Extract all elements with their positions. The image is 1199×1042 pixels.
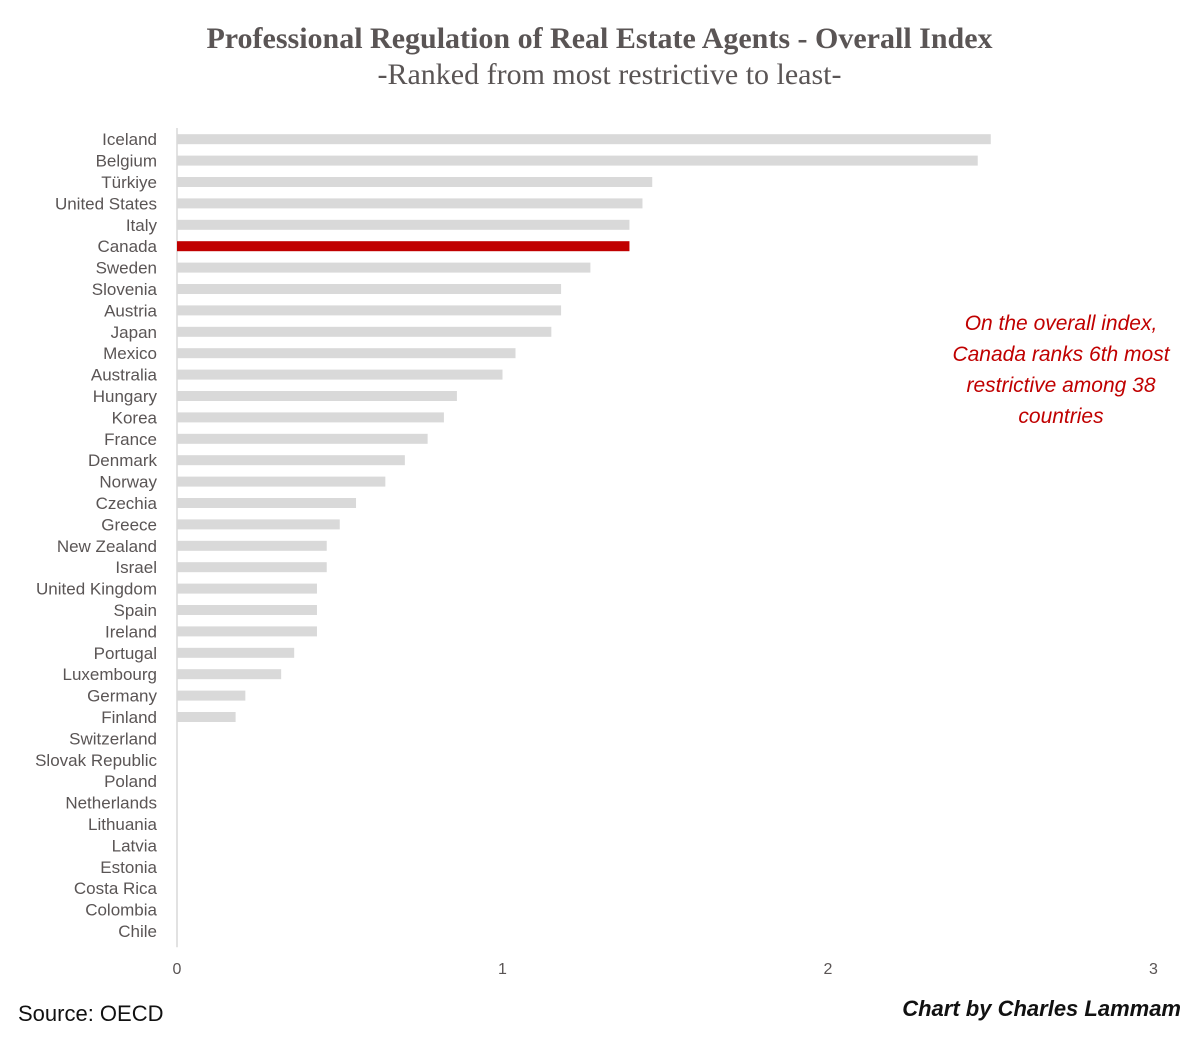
category-label-belgium: Belgium [96,152,157,171]
category-label-iceland: Iceland [102,130,157,149]
category-label-israel: Israel [115,558,157,577]
category-label-lithuania: Lithuania [88,815,158,834]
bar-norway [177,476,386,487]
bar-luxembourg [177,669,282,680]
category-label-netherlands: Netherlands [65,794,157,813]
category-label-japan: Japan [111,323,157,342]
x-tick-label-3: 3 [1149,961,1158,978]
bar-israel [177,562,327,573]
bar-france [177,433,428,444]
bar-canada [177,241,630,252]
category-label-canada: Canada [97,237,157,256]
category-label-korea: Korea [112,408,158,427]
credit-text: Chart by Charles Lammam [902,996,1181,1021]
chart-subtitle: -Ranked from most restrictive to least- [377,58,842,91]
category-label-germany: Germany [87,687,157,706]
bar-iceland [177,134,991,145]
bar-new-zealand [177,540,327,551]
bar-mexico [177,348,516,359]
bar-slovenia [177,284,562,294]
bar-finland [177,712,236,722]
category-label-hungary: Hungary [93,387,158,406]
chart-title: Professional Regulation of Real Estate A… [206,22,993,55]
category-label-greece: Greece [101,515,157,534]
category-label-latvia: Latvia [112,836,158,855]
category-label-sweden: Sweden [96,259,157,278]
x-tick-label-0: 0 [173,961,182,978]
bar-spain [177,605,317,615]
bar-sweden [177,262,591,273]
x-tick-label-1: 1 [498,961,507,978]
category-label-mexico: Mexico [103,344,157,363]
bar-portugal [177,647,295,658]
bar-austria [177,305,562,316]
category-label-new-zealand: New Zealand [57,537,157,556]
bar-germany [177,690,246,701]
category-label-denmark: Denmark [88,451,157,470]
annotation-text: On the overall index, Canada ranks 6th m… [952,312,1170,428]
category-label-france: France [104,430,157,449]
category-label-slovak-republic: Slovak Republic [35,751,157,770]
bar-united-states [177,198,643,209]
category-label-italy: Italy [126,216,158,235]
bar-japan [177,326,552,337]
category-label-finland: Finland [101,708,157,727]
category-label-slovenia: Slovenia [92,280,158,299]
category-label-norway: Norway [99,473,157,492]
bar-greece [177,519,340,530]
category-label-turkiye: Türkiye [101,173,157,192]
bar-hungary [177,391,457,401]
category-label-united-kingdom: United Kingdom [36,580,157,599]
category-label-colombia: Colombia [85,901,157,920]
category-label-poland: Poland [104,772,157,791]
bar-belgium [177,155,978,166]
bar-denmark [177,455,405,466]
category-label-austria: Austria [104,301,157,320]
category-label-czechia: Czechia [96,494,158,513]
category-label-ireland: Ireland [105,622,157,641]
category-label-united-states: United States [55,194,157,213]
category-label-chile: Chile [118,922,157,941]
bar-italy [177,219,630,230]
bar-korea [177,412,444,423]
category-label-portugal: Portugal [94,644,157,663]
bar-czechia [177,498,357,508]
category-label-australia: Australia [91,366,158,385]
x-tick-label-2: 2 [824,961,833,978]
category-label-estonia: Estonia [100,858,157,877]
bar-australia [177,369,503,380]
bar-turkiye [177,177,653,187]
category-label-spain: Spain [114,601,157,620]
bar-united-kingdom [177,583,317,594]
category-label-switzerland: Switzerland [69,729,157,748]
bar-ireland [177,626,317,637]
category-label-luxembourg: Luxembourg [62,665,157,684]
category-label-costa-rica: Costa Rica [74,879,158,898]
source-text: Source: OECD [18,1001,164,1026]
